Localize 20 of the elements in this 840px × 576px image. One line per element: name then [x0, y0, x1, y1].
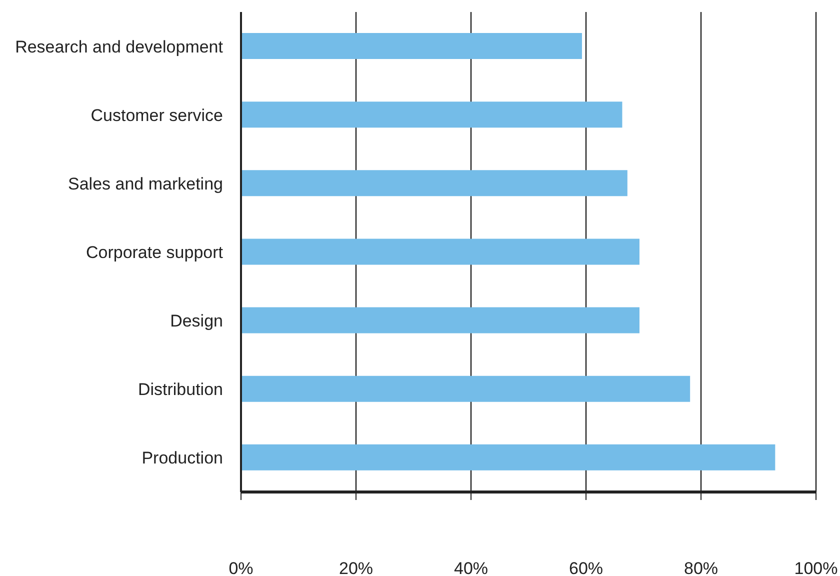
bar: [241, 444, 776, 470]
bar: [241, 170, 628, 196]
y-tick-label: Distribution: [138, 380, 223, 400]
bar: [241, 102, 622, 128]
bar: [241, 376, 690, 402]
bar: [241, 238, 640, 265]
x-tick-label: 100%: [794, 559, 838, 576]
bar: [241, 33, 582, 59]
y-tick-label: Research and development: [15, 37, 224, 56]
x-tick-label: 20%: [338, 559, 374, 576]
y-tick-label: Sales and marketing: [68, 174, 223, 194]
bar: [241, 307, 640, 334]
y-tick-label: Corporate support: [86, 243, 224, 262]
y-tick-label: Production: [142, 448, 223, 468]
x-tick-label: 60%: [568, 559, 604, 576]
y-tick-label: Customer service: [90, 106, 223, 125]
x-tick-label: 40%: [454, 559, 488, 576]
x-tick-label: 0%: [228, 559, 254, 576]
x-tick-label: 80%: [684, 559, 718, 576]
y-tick-label: Design: [170, 312, 223, 331]
